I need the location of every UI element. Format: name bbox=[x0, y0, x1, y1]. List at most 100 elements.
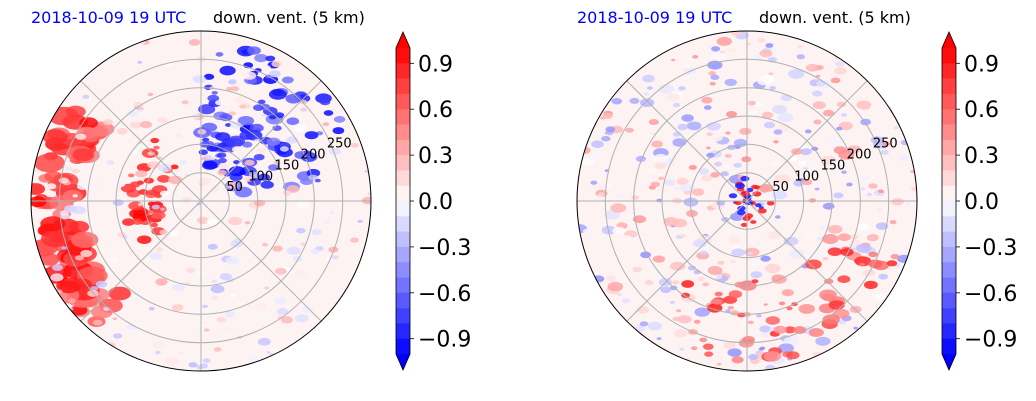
field-cell bbox=[733, 304, 746, 311]
field-cell bbox=[874, 293, 885, 301]
field-cell bbox=[704, 105, 712, 110]
field-cell bbox=[61, 246, 68, 250]
field-cell bbox=[58, 280, 80, 294]
field-cell bbox=[612, 108, 621, 113]
field-cell bbox=[161, 218, 167, 222]
field-cell bbox=[880, 149, 889, 155]
field-cell bbox=[857, 223, 870, 231]
field-cell bbox=[728, 290, 743, 299]
field-cell bbox=[48, 106, 79, 126]
field-cell bbox=[117, 182, 126, 187]
field-cell bbox=[736, 209, 746, 216]
field-cell bbox=[799, 178, 805, 182]
field-blobs bbox=[577, 31, 917, 371]
colorbar-segment bbox=[942, 109, 956, 125]
field-cell bbox=[75, 133, 87, 140]
field-cell bbox=[195, 331, 200, 335]
field-cell bbox=[854, 256, 872, 267]
field-cell bbox=[840, 113, 848, 117]
chart-panel-right: 2018-10-09 19 UTC down. vent. (5 km) 50 1… bbox=[546, 0, 1036, 401]
field-cell bbox=[681, 292, 690, 298]
field-cell bbox=[617, 293, 622, 296]
field-cell bbox=[677, 315, 692, 324]
field-cell bbox=[225, 123, 232, 127]
field-cell bbox=[836, 126, 843, 131]
field-cell bbox=[732, 245, 740, 250]
field-cell bbox=[828, 300, 845, 310]
field-cell bbox=[723, 341, 736, 350]
colorbar-segment bbox=[396, 139, 410, 156]
field-cell bbox=[847, 112, 854, 117]
field-cell bbox=[198, 149, 208, 155]
field-cell bbox=[52, 274, 61, 280]
field-cell bbox=[759, 49, 773, 58]
field-cell bbox=[219, 65, 236, 76]
field-cell bbox=[875, 222, 889, 230]
field-cell bbox=[230, 122, 242, 129]
field-cell bbox=[784, 335, 800, 346]
field-cell bbox=[137, 60, 143, 64]
field-cell bbox=[229, 129, 236, 133]
field-cell bbox=[827, 224, 843, 234]
field-cell bbox=[202, 358, 211, 363]
field-cell bbox=[126, 324, 136, 330]
field-cell bbox=[310, 248, 320, 255]
field-cell bbox=[262, 242, 269, 247]
field-cell bbox=[172, 283, 185, 292]
field-cell bbox=[217, 169, 227, 176]
colorbar-extend-min bbox=[396, 354, 410, 370]
field-cell bbox=[279, 142, 290, 149]
chart-title-variable: down. vent. (5 km) bbox=[759, 8, 911, 27]
field-cell bbox=[860, 118, 871, 126]
colorbar-tick-label: 0.9 bbox=[418, 52, 453, 77]
field-cell bbox=[281, 76, 294, 84]
field-cell bbox=[598, 192, 606, 196]
field-cell bbox=[714, 161, 722, 167]
field-cell bbox=[169, 230, 180, 236]
field-cell bbox=[97, 195, 105, 200]
field-cell bbox=[181, 100, 189, 105]
field-cell bbox=[268, 164, 279, 171]
field-cell bbox=[748, 110, 758, 116]
field-cell bbox=[669, 300, 676, 305]
field-cell bbox=[757, 77, 771, 86]
colorbar-segment bbox=[396, 63, 410, 79]
field-cell bbox=[758, 184, 774, 193]
field-cell bbox=[157, 175, 171, 183]
field-cell bbox=[178, 351, 184, 355]
field-cell bbox=[268, 347, 279, 354]
colorbar-segment bbox=[942, 292, 956, 309]
field-cell bbox=[838, 150, 855, 160]
field-cell bbox=[192, 75, 206, 84]
field-cell bbox=[617, 234, 633, 244]
field-cell bbox=[92, 319, 103, 326]
field-cell bbox=[611, 98, 623, 105]
field-cell bbox=[190, 216, 197, 221]
field-cell bbox=[804, 129, 812, 134]
field-cell bbox=[677, 123, 689, 131]
field-cell bbox=[679, 234, 687, 238]
colorbar: 0.9 0.6 0.3 0.0 −0.3 −0.6 −0.9 bbox=[941, 31, 1017, 371]
field-cell bbox=[747, 251, 753, 256]
field-cell bbox=[814, 187, 820, 191]
field-cell bbox=[706, 132, 713, 137]
field-cell bbox=[218, 157, 227, 164]
field-cell bbox=[765, 316, 780, 325]
field-cell bbox=[683, 197, 699, 207]
colorbar-segment bbox=[942, 231, 956, 248]
field-cell bbox=[708, 71, 717, 76]
field-cell bbox=[244, 221, 251, 225]
field-cell bbox=[656, 337, 662, 341]
field-cell bbox=[643, 92, 650, 96]
field-cell bbox=[674, 186, 679, 190]
field-cell bbox=[219, 273, 232, 281]
colorbar-segment bbox=[942, 155, 956, 171]
field-cell bbox=[71, 168, 80, 174]
field-cell bbox=[740, 222, 748, 227]
field-cell bbox=[706, 146, 711, 150]
field-cell bbox=[75, 255, 84, 261]
field-cell bbox=[711, 46, 721, 52]
field-cell bbox=[271, 89, 283, 96]
field-cell bbox=[664, 179, 676, 186]
